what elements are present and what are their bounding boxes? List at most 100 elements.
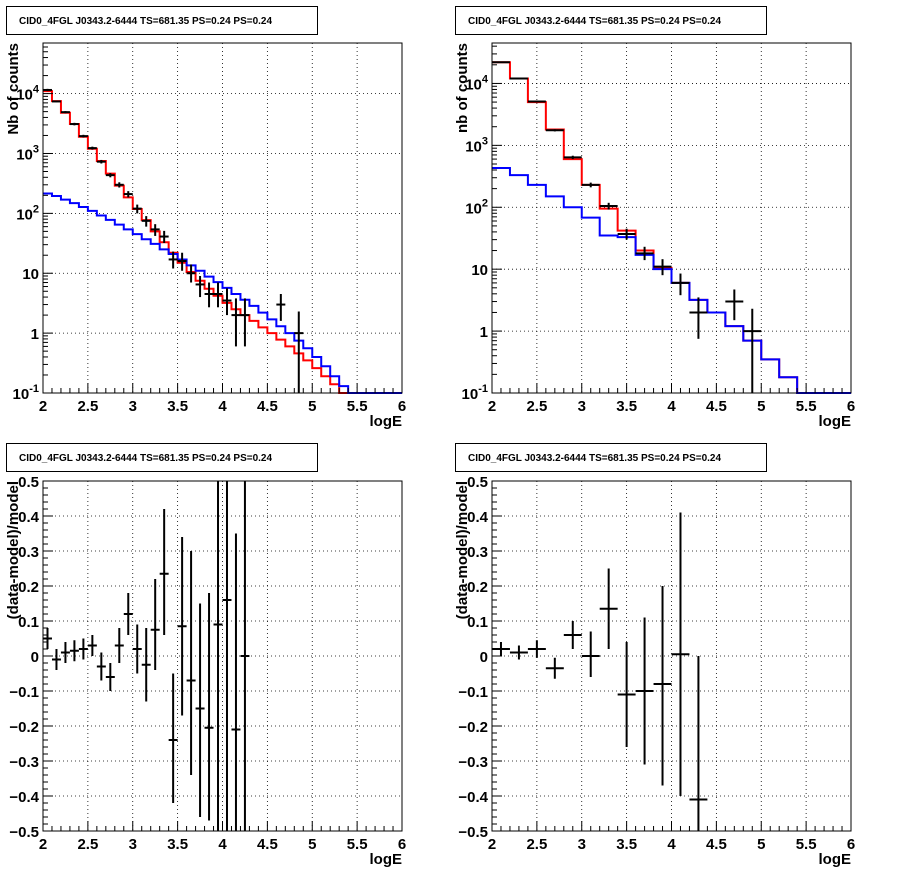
data-point [527, 100, 546, 103]
data-point [96, 652, 106, 681]
y-tick-label: 10 [22, 266, 39, 283]
y-tick-label: 0.1 [18, 614, 39, 631]
data-points [492, 61, 762, 393]
x-tick-label: 3.5 [616, 398, 637, 415]
grid [43, 43, 402, 393]
x-tick-label: 5 [757, 398, 765, 415]
x-axis-label: logE [819, 851, 852, 868]
data-point [43, 628, 52, 649]
data-point [599, 202, 618, 210]
data-point [159, 509, 169, 635]
data-point [240, 481, 250, 831]
x-tick-label: 3 [578, 398, 586, 415]
x-tick-label: 2 [488, 398, 496, 415]
data-point [87, 635, 97, 656]
y-tick-label: 1 [31, 326, 39, 343]
y-tick-label: 0.1 [467, 614, 488, 631]
data-point [96, 159, 106, 164]
data-point [177, 537, 187, 716]
y-axis-label: nb of counts [454, 43, 471, 133]
data-point [141, 628, 151, 702]
data-point [78, 638, 88, 660]
y-tick-label: 10 [471, 262, 488, 279]
data-point [123, 191, 133, 198]
x-tick-label: 5 [308, 398, 316, 415]
x-tick-label: 6 [847, 398, 855, 415]
title-box [6, 443, 318, 472]
y-tick-label: 0.5 [467, 474, 488, 491]
x-tick-label: 4 [667, 836, 676, 853]
data-point [105, 663, 115, 691]
y-tick-label: −0.4 [9, 789, 39, 806]
x-tick-label: 6 [847, 836, 855, 853]
y-axis: −0.5 −0.4 −0.3 −0.2 −0.1 0 0.1 0.2 0.3 0.4 0.5(dat… [5, 474, 53, 841]
y-axis-label: Nb of counts [5, 43, 22, 135]
title-box [6, 6, 318, 35]
data-point [294, 311, 304, 393]
y-tick-label: −0.1 [458, 684, 488, 701]
chart-title: CID0_4FGL J0343.2-6444 TS=681.35 PS=0.24… [468, 453, 721, 464]
data-point [617, 228, 636, 240]
x-tick-label: 4.5 [706, 836, 727, 853]
y-tick-label: 0.4 [467, 509, 489, 526]
data-point [222, 481, 232, 831]
data-point [60, 111, 70, 114]
y-tick-label: −0.3 [9, 754, 39, 771]
data-points [43, 88, 304, 393]
data-point [563, 621, 582, 649]
title-box [455, 6, 767, 35]
x-tick-label: 5.5 [347, 398, 368, 415]
y-tick-label: −0.5 [9, 824, 39, 841]
chart-resid-right: CID0_4FGL J0343.2-6444 TS=681.35 PS=0.24… [454, 443, 855, 868]
data-point [545, 657, 564, 679]
data-points [492, 512, 708, 831]
data-point [213, 481, 223, 831]
x-tick-label: 4 [218, 398, 227, 415]
data-point [114, 628, 124, 663]
y-tick-label: 104 [16, 84, 40, 104]
y-axis-label: (data-model)/model [454, 481, 471, 619]
data-point [492, 61, 510, 64]
y-tick-label: 103 [16, 143, 39, 163]
data-point [186, 551, 196, 775]
data-point [168, 251, 178, 269]
grid [492, 481, 851, 831]
x-tick-label: 2 [488, 836, 496, 853]
chart-title: CID0_4FGL J0343.2-6444 TS=681.35 PS=0.24… [19, 16, 272, 27]
x-tick-label: 6 [398, 836, 406, 853]
x-tick-label: 3 [578, 836, 586, 853]
chart-counts-left: CID0_4FGL J0343.2-6444 TS=681.35 PS=0.24… [5, 6, 406, 430]
y-axis: −0.5 −0.4 −0.3 −0.2 −0.1 0 0.1 0.2 0.3 0.4 0.5(dat… [454, 474, 502, 841]
data-point [87, 146, 97, 150]
x-tick-label: 2 [39, 836, 47, 853]
x-tick-label: 3.5 [616, 836, 637, 853]
data-point [213, 282, 223, 308]
chart-resid-left: CID0_4FGL J0343.2-6444 TS=681.35 PS=0.24… [5, 443, 406, 868]
data-point [509, 645, 528, 660]
data-point [635, 246, 654, 261]
x-tick-label: 3 [129, 836, 137, 853]
x-tick-label: 3.5 [167, 398, 188, 415]
data-point [671, 512, 690, 796]
grid [43, 481, 402, 831]
data-point [60, 642, 70, 663]
y-tick-label: 0.2 [467, 579, 488, 596]
data-point [581, 182, 600, 188]
y-tick-label: 1 [480, 324, 488, 341]
data-point [141, 216, 151, 227]
data-point [114, 182, 124, 188]
x-tick-label: 5.5 [347, 836, 368, 853]
x-tick-label: 3.5 [167, 836, 188, 853]
data-point [168, 673, 178, 803]
y-tick-label: −0.4 [458, 789, 488, 806]
data-point [689, 297, 708, 339]
grid [492, 43, 851, 393]
data-point [204, 593, 214, 821]
data-point [653, 586, 672, 786]
y-tick-label: −0.3 [458, 754, 488, 771]
data-point [51, 100, 61, 103]
x-tick-label: 6 [398, 398, 406, 415]
y-axis-label: (data-model)/model [5, 481, 22, 619]
